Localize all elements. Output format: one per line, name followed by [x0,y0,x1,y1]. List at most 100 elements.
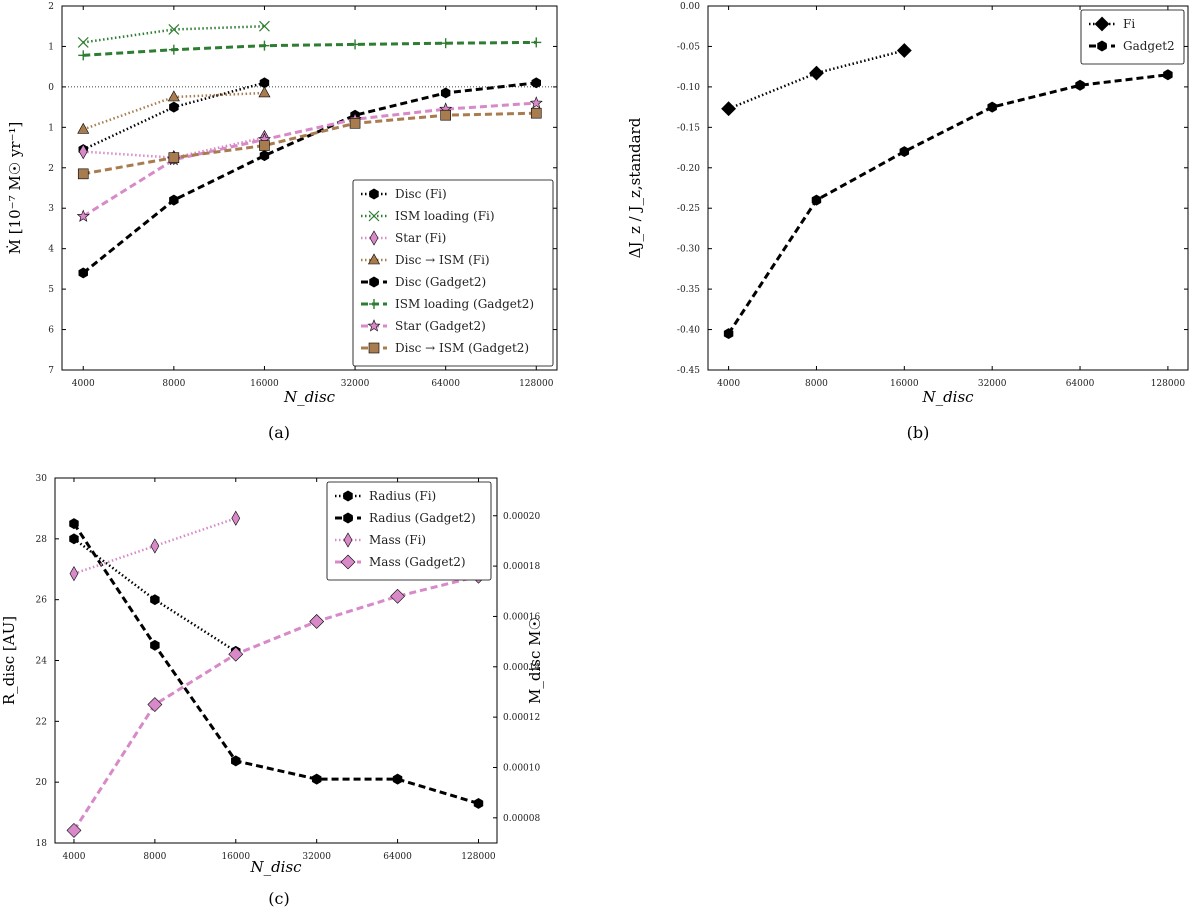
data-point-ism-loading-gadget2 [78,50,89,61]
x-tick-label-b: 8000 [805,379,828,389]
data-point-disc-gadget2 [78,267,88,279]
data-point-radius-gadget2 [473,797,484,809]
legend-marker-ism-loading-fi [368,210,380,222]
legend-label-fi: Fi [1123,17,1135,31]
y-tick-label-c: 24 [36,657,48,667]
panel-caption-b: (b) [907,423,930,442]
y-tick-label-c: 26 [36,596,48,606]
data-point-ism-loading-fi [259,20,270,32]
y-right-tick-label-c: 0.00018 [503,562,540,572]
data-point-ism-loading-gadget2 [168,44,179,55]
legend-label-star-fi: Star (Fi) [395,231,446,245]
legend-label-ism-loading-gadget2: ISM loading (Gadget2) [395,297,534,311]
legend-box [352,179,554,367]
legend-marker-gadget2 [1097,40,1107,52]
data-point-ism-loading-gadget2 [440,38,451,49]
legend-marker-disc-gadget2 [369,276,379,288]
x-tick-label-c: 128000 [461,852,496,862]
legend-marker-ism-loading-gadget2 [369,299,379,309]
y-axis-title-c: R_disc [AU] [0,616,18,705]
data-point-mass-fi [150,538,160,554]
data-point-mass-fi [231,510,241,526]
data-point-radius-gadget2 [69,518,79,530]
legend-label-ism-loading-fi: ISM loading (Fi) [395,209,495,223]
legend-marker-star-fi [369,230,379,246]
x-tick-label-b: 4000 [717,379,740,389]
x-tick-label-c: 8000 [143,852,166,862]
data-point-disc-gadget2 [440,87,451,99]
y-tick-label-a: 0 [48,83,54,93]
legend-label-disc-fi: Disc (Fi) [395,187,447,201]
data-point-radius-gadget2 [150,639,160,651]
series-line-disc-to-ism-gadget2 [82,111,537,176]
x-tick-label-a: 64000 [431,379,460,389]
series-line-star-gadget2 [82,101,537,218]
data-point-gadget2 [723,328,734,340]
legend-marker-disc-fi [369,188,379,200]
series-ism-loading-gadget2 [78,37,542,61]
y-tick-label-b: -0.05 [677,42,700,52]
panel-caption-c: (c) [268,889,289,908]
y-tick-label-a: 5 [48,285,54,295]
data-point-ism-loading-gadget2 [350,39,361,50]
y-tick-label-b: -0.40 [677,326,700,336]
x-tick-label-b: 64000 [1066,379,1095,389]
data-point-disc-to-ism-fi [167,90,180,102]
y-tick-label-a: 4 [48,245,54,255]
data-point-disc-gadget2 [531,77,541,89]
data-point-fi [896,43,912,58]
y-tick-label-a: 7 [48,366,54,376]
legend-label-disc-gadget2: Disc (Gadget2) [395,275,486,289]
data-point-disc-to-ism-gadget2 [349,117,361,129]
data-point-mass-gadget2 [66,822,82,838]
legend-marker-mass-fi [343,532,353,548]
data-point-disc-to-ism-fi [258,86,271,98]
data-point-star-gadget2 [529,96,543,109]
legend-label-star-gadget2: Star (Gadget2) [395,319,486,333]
panel-a: 4000 8000 16000 32000 64000 128000 2 1 0 1 2 3 4 5 6 7 D… [6,2,558,442]
y-tick-label-b: -0.30 [677,245,700,255]
legend-marker-fi [1094,16,1110,32]
data-point-ism-loading-fi [168,24,180,35]
legend-marker-star-gadget2 [367,319,381,332]
series-line-mass-fi [73,517,237,575]
y-tick-label-a: 2 [48,2,54,12]
series-disc-fi [78,77,270,156]
x-tick-label-a: 128000 [519,379,554,389]
series-line-mass-gadget2 [72,574,479,832]
series-radius-gadget2 [69,518,484,809]
y-tick-label-c: 28 [36,535,48,545]
data-point-disc-fi [169,101,179,113]
x-tick-label-c: 4000 [63,852,86,862]
legend-marker-mass-gadget2 [340,554,356,570]
series-mass-fi [69,510,241,582]
y-right-tick-label-c: 0.00012 [503,713,540,723]
y-tick-label-b: -0.15 [677,123,700,133]
x-axis-title-b: N_disc [921,388,974,406]
y-tick-label-a: 6 [48,326,54,336]
y-tick-label-b: -0.10 [677,83,700,93]
series-fi [721,43,912,117]
y-tick-label-b: -0.35 [677,285,700,295]
y-tick-label-a: 1 [48,42,54,52]
series-gadget2 [723,69,1173,340]
data-point-disc-gadget2 [169,194,179,206]
x-tick-label-b: 16000 [890,379,919,389]
y-right-tick-label-c: 0.00016 [503,612,540,622]
legend-label-radius-fi: Radius (Fi) [369,489,436,503]
data-point-ism-loading-fi [77,36,89,48]
series-radius-fi [69,533,241,657]
panel-caption-a: (a) [268,423,290,442]
data-point-star-fi [78,143,88,160]
series-disc-gadget2 [78,77,541,279]
plot-frame-b [707,5,1189,371]
legend-label-gadget2: Gadget2 [1123,39,1175,53]
y-axis-title-right-c: M_disc M☉ [526,617,544,704]
legend-b: Fi Gadget2 [1080,9,1185,65]
x-axis-title-a: N_disc [283,388,336,406]
data-point-radius-gadget2 [392,773,403,785]
x-tick-label-a: 8000 [162,379,185,389]
y-tick-label-b: -0.20 [677,164,700,174]
data-point-fi [721,101,737,117]
y-tick-label-a: 1 [48,123,54,133]
